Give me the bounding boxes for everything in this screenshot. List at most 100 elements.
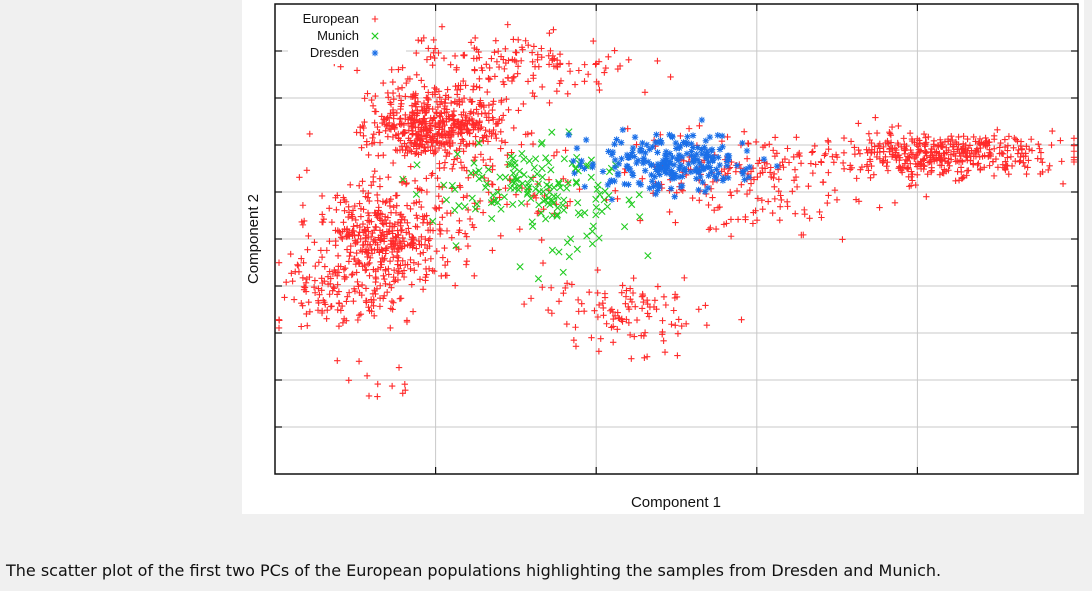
- data-point-european: [431, 54, 438, 62]
- data-point-european: [418, 77, 425, 84]
- data-point-european: [311, 277, 319, 284]
- data-point-dresden: [698, 116, 706, 124]
- data-point-european: [924, 170, 931, 178]
- data-point-european: [588, 334, 595, 341]
- data-point-european: [904, 153, 912, 160]
- data-point-european: [410, 109, 418, 117]
- data-point-european: [357, 205, 365, 212]
- data-point-dresden: [655, 180, 662, 187]
- data-point-european: [572, 324, 579, 331]
- data-point-european: [952, 177, 959, 185]
- data-point-european: [641, 354, 648, 362]
- data-point-munich: [534, 275, 543, 283]
- data-point-european: [364, 217, 372, 224]
- data-point-european: [578, 300, 585, 307]
- data-point-european: [640, 332, 648, 340]
- data-point-dresden: [688, 148, 695, 155]
- data-point-european: [513, 49, 520, 56]
- data-point-european: [345, 203, 352, 211]
- data-point-european: [275, 316, 283, 323]
- legend-background: [288, 8, 406, 64]
- data-point-european: [481, 174, 488, 182]
- data-point-european: [337, 234, 345, 241]
- data-point-european: [696, 197, 703, 204]
- data-point-european: [344, 293, 351, 300]
- data-point-european: [372, 108, 380, 115]
- data-point-european: [901, 160, 909, 167]
- data-point-european: [503, 96, 510, 103]
- data-point-european: [801, 206, 808, 214]
- data-point-european: [920, 162, 927, 169]
- data-point-european: [419, 141, 426, 148]
- data-point-european: [390, 299, 397, 306]
- data-point-european: [332, 194, 339, 201]
- data-point-european: [374, 380, 381, 388]
- data-point-dresden: [637, 145, 645, 152]
- data-point-european: [855, 120, 862, 127]
- data-point-european: [283, 278, 290, 286]
- data-point-dresden: [702, 137, 710, 144]
- data-point-european: [766, 169, 774, 176]
- data-point-european: [883, 162, 890, 170]
- data-point-european: [886, 129, 893, 136]
- data-point-european: [450, 161, 457, 168]
- data-point-dresden: [636, 147, 644, 155]
- data-point-dresden: [713, 166, 720, 173]
- data-point-munich: [572, 165, 580, 173]
- data-point-dresden: [663, 170, 671, 177]
- data-point-european: [822, 150, 829, 158]
- data-point-european: [404, 261, 411, 268]
- legend-markers: [371, 15, 379, 57]
- data-point-european: [436, 110, 444, 117]
- data-point-european: [476, 84, 483, 91]
- data-point-european: [936, 136, 944, 143]
- data-point-european: [381, 213, 389, 220]
- data-point-european: [976, 139, 983, 147]
- data-point-european: [380, 256, 388, 264]
- data-point-european: [488, 55, 495, 62]
- data-point-munich: [565, 253, 573, 261]
- data-point-european: [433, 248, 440, 255]
- data-point-european: [602, 64, 609, 72]
- data-point-european: [300, 259, 307, 266]
- data-point-european: [298, 255, 305, 262]
- data-point-european: [597, 335, 604, 342]
- data-point-european: [395, 232, 402, 239]
- data-point-munich: [525, 157, 533, 165]
- data-point-european: [1024, 164, 1031, 171]
- data-point-european: [425, 89, 432, 96]
- data-point-european: [482, 126, 489, 134]
- data-point-european: [839, 236, 846, 243]
- data-point-european: [404, 75, 412, 83]
- data-point-european: [343, 317, 350, 324]
- data-point-munich: [644, 252, 652, 260]
- data-point-european: [840, 134, 848, 142]
- data-point-european: [410, 234, 417, 242]
- data-point-european: [355, 311, 363, 319]
- data-point-european: [818, 214, 825, 221]
- data-point-european: [318, 287, 325, 294]
- data-point-european: [884, 159, 891, 166]
- data-point-dresden: [631, 153, 638, 160]
- data-point-european: [383, 288, 391, 296]
- data-point-european: [905, 154, 913, 162]
- data-point-european: [473, 83, 480, 90]
- data-point-european: [317, 247, 325, 254]
- data-point-dresden: [625, 181, 632, 188]
- data-point-european: [407, 163, 414, 170]
- data-point-european: [865, 167, 872, 174]
- data-point-munich: [563, 239, 572, 247]
- data-point-european: [538, 236, 545, 244]
- data-point-european: [351, 202, 358, 210]
- data-point-european: [470, 82, 477, 90]
- data-point-european: [451, 282, 459, 289]
- data-point-european: [970, 150, 978, 158]
- data-point-european: [341, 207, 348, 214]
- data-point-european: [963, 172, 970, 179]
- data-point-european: [546, 99, 553, 107]
- data-point-european: [574, 296, 582, 304]
- data-point-dresden: [685, 160, 692, 168]
- data-point-european: [403, 229, 410, 236]
- data-point-european: [449, 165, 456, 173]
- legend-marker-dresden: [371, 49, 379, 57]
